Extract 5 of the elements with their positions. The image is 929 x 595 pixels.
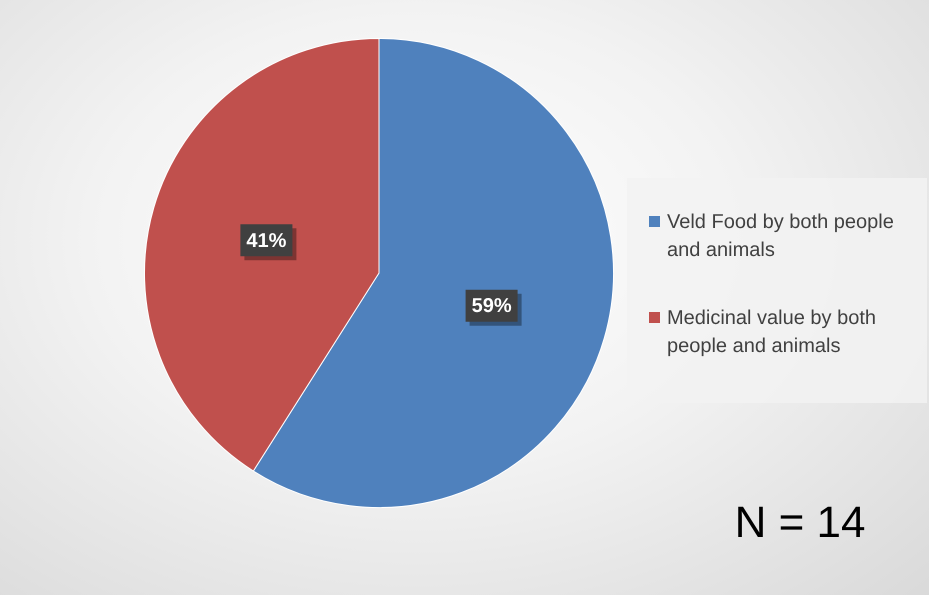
slice-label: Veld Food by both people and animals xyxy=(667,210,895,263)
data-label: 59% xyxy=(472,295,512,318)
text: N = 14 xyxy=(734,498,866,548)
data-label: 41% xyxy=(246,230,287,252)
legend-label: Medicinal value by both people and animals xyxy=(667,306,878,359)
